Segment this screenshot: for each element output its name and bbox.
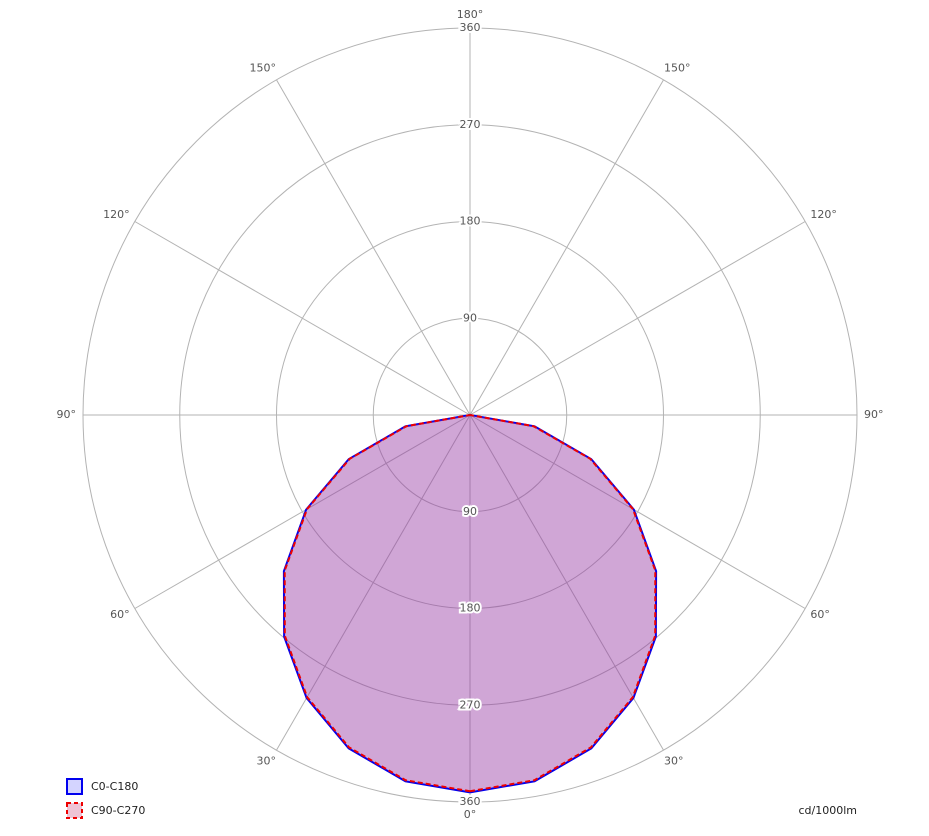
angle-label: 120° [810, 208, 837, 221]
radial-label: 90 [463, 505, 477, 518]
angle-label: 120° [103, 208, 130, 221]
series-area [283, 415, 470, 793]
grid-spoke [469, 221, 806, 416]
unit-label: cd/1000lm [798, 804, 857, 817]
legend-label: C90-C270 [91, 804, 145, 817]
grid-spoke [469, 79, 664, 416]
angle-label: 60° [810, 608, 830, 621]
legend-label: C0-C180 [91, 780, 138, 793]
radial-label: 360 [460, 21, 481, 34]
grid-spoke [276, 414, 471, 751]
radial-label: 270 [460, 118, 481, 131]
series-line [469, 414, 657, 793]
radial-label: 180 [460, 602, 481, 615]
legend-swatch [66, 802, 83, 819]
angle-label: 0° [464, 808, 477, 821]
series-area [470, 415, 656, 792]
grid-spoke [276, 79, 471, 416]
radial-label: 180 [460, 215, 481, 228]
angle-label: 150° [250, 62, 277, 75]
radial-label: 270 [460, 698, 481, 711]
angle-label: 180° [457, 8, 484, 21]
grid-spoke [469, 414, 664, 751]
angle-label: 90° [57, 408, 77, 421]
radial-label: 90 [463, 311, 477, 324]
radial-label: 360 [460, 795, 481, 808]
angle-label: 30° [664, 754, 684, 767]
series-area [284, 415, 470, 792]
series-line [283, 414, 471, 793]
grid-spoke [134, 221, 471, 416]
series-area [470, 415, 657, 793]
grid-spoke [134, 414, 471, 609]
angle-label: 150° [664, 62, 691, 75]
legend-swatch [66, 778, 83, 795]
grid-spoke [469, 414, 806, 609]
angle-label: 90° [864, 408, 884, 421]
angle-label: 30° [257, 754, 277, 767]
angle-label: 60° [110, 608, 130, 621]
